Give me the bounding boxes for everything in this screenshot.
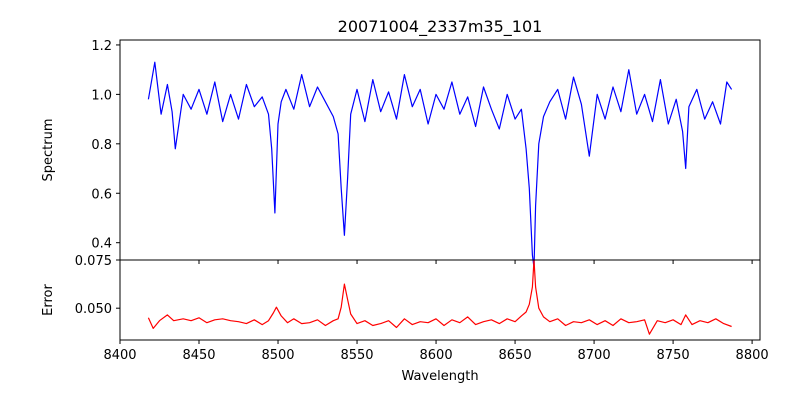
error-line bbox=[147, 259, 732, 335]
x-axis-label: Wavelength bbox=[401, 369, 478, 384]
spectrum-frame bbox=[119, 39, 761, 261]
spectrum-ticks: 0.4 0.6 0.8 1.0 1.2 bbox=[91, 39, 753, 264]
spectrum-y-axis-label: Spectrum bbox=[41, 119, 56, 182]
error-x-tick-label: 8700 bbox=[578, 348, 611, 363]
error-x-tick-label: 8450 bbox=[182, 348, 215, 363]
error-ticks: 0.050 0.075 8400 8450 8500 8550 8600 8650 8700 87… bbox=[75, 254, 769, 363]
error-series bbox=[147, 259, 732, 335]
spectrum-line bbox=[147, 61, 733, 268]
spectrum-y-tick-label: 0.4 bbox=[91, 237, 112, 252]
spectrum-y-tick-label: 0.8 bbox=[91, 138, 112, 153]
error-y-tick-label: 0.050 bbox=[75, 302, 112, 317]
spectrum-y-tick-label: 0.6 bbox=[91, 187, 112, 202]
error-x-tick-label: 8500 bbox=[261, 348, 294, 363]
spectrum-panel: 0.4 0.6 0.8 1.0 1.2 Spectrum bbox=[41, 39, 761, 268]
error-panel: 0.050 0.075 8400 8450 8500 8550 8600 8650 8700 87… bbox=[41, 254, 769, 384]
error-x-tick-label: 8400 bbox=[103, 348, 136, 363]
error-frame bbox=[119, 259, 761, 341]
error-y-axis-label: Error bbox=[41, 284, 56, 316]
error-x-tick-label: 8600 bbox=[420, 348, 453, 363]
error-x-tick-label: 8800 bbox=[736, 348, 769, 363]
spectrum-y-tick-label: 1.2 bbox=[91, 39, 112, 54]
error-x-tick-label: 8550 bbox=[340, 348, 373, 363]
spectrum-series bbox=[147, 61, 733, 268]
chart-title: 20071004_2337m35_101 bbox=[338, 17, 543, 37]
error-y-tick-label: 0.075 bbox=[75, 254, 112, 269]
error-x-tick-label: 8750 bbox=[657, 348, 690, 363]
spectrum-y-tick-label: 1.0 bbox=[91, 88, 112, 103]
error-x-tick-label: 8650 bbox=[499, 348, 532, 363]
